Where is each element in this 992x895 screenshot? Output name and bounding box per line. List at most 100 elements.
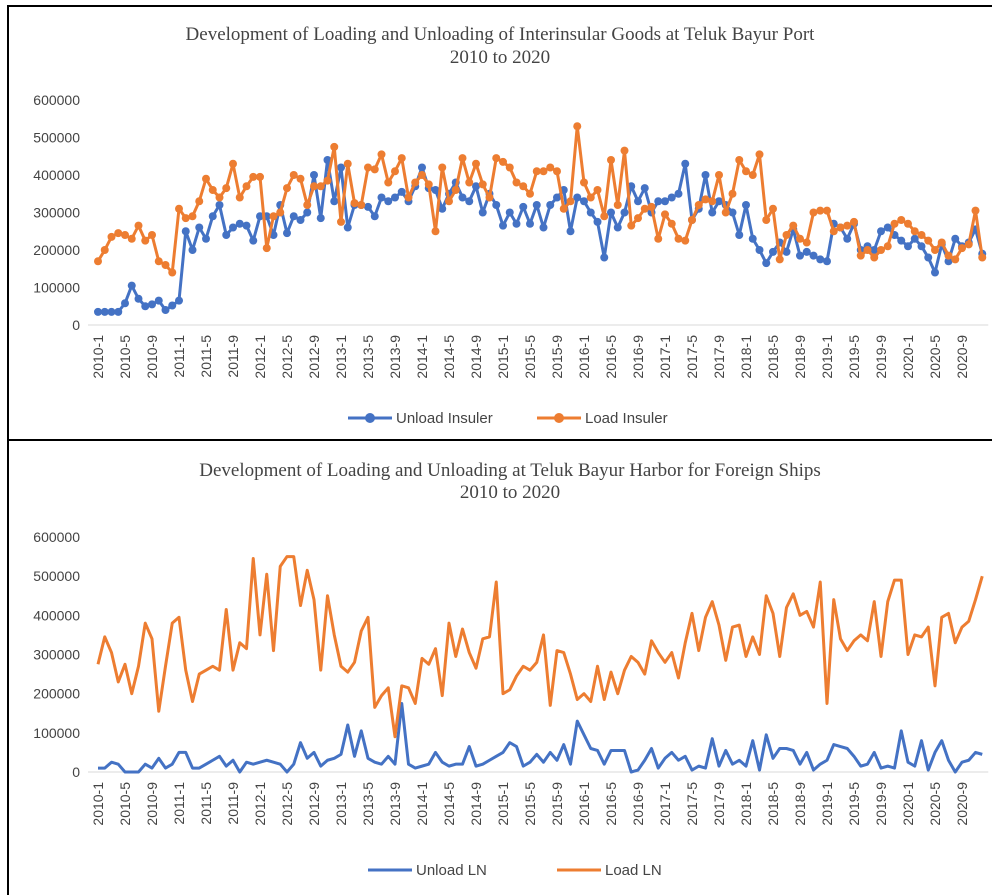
x-tick-label: 2017-9 — [711, 335, 727, 379]
y-tick-label: 100000 — [33, 725, 80, 741]
data-point — [647, 202, 656, 211]
data-point — [937, 238, 946, 247]
data-point — [229, 223, 237, 232]
chart-title: Development of Loading and Unloading at … — [199, 460, 821, 481]
data-point — [701, 171, 710, 179]
data-point — [580, 178, 588, 187]
x-tick-label: 2018-9 — [792, 335, 808, 379]
data-point — [559, 204, 568, 213]
x-tick-label: 2018-1 — [738, 782, 754, 826]
x-tick-label: 2012-1 — [252, 335, 268, 379]
data-point — [343, 223, 352, 232]
x-tick-label: 2018-5 — [765, 335, 781, 379]
data-point — [539, 167, 548, 176]
data-point — [883, 223, 892, 232]
x-tick-label: 2012-9 — [306, 335, 322, 379]
data-point — [276, 208, 285, 217]
data-point — [802, 247, 811, 256]
data-point — [235, 219, 244, 228]
x-tick-label: 2015-5 — [522, 335, 538, 379]
data-point — [546, 201, 555, 209]
x-tick-label: 2016-5 — [603, 782, 619, 826]
x-tick-label: 2014-9 — [468, 335, 484, 379]
data-point — [195, 197, 204, 206]
data-point — [667, 219, 676, 228]
data-point — [235, 193, 244, 202]
data-point — [593, 186, 602, 194]
data-point — [674, 189, 683, 198]
data-point — [539, 223, 548, 232]
x-tick-label: 2018-9 — [792, 782, 808, 826]
data-point — [836, 223, 845, 232]
data-point — [607, 156, 615, 164]
data-point — [323, 156, 332, 164]
data-point — [492, 201, 501, 209]
data-point — [289, 212, 298, 221]
x-tick-label: 2015-9 — [549, 335, 565, 379]
data-point — [499, 157, 507, 166]
x-tick-label: 2013-1 — [333, 335, 349, 379]
data-point — [107, 307, 116, 316]
data-point — [802, 238, 811, 247]
y-tick-label: 500000 — [33, 568, 80, 584]
data-point — [465, 197, 474, 206]
data-point — [397, 154, 406, 163]
data-point — [681, 159, 690, 168]
data-point — [418, 171, 426, 179]
x-tick-label: 2010-1 — [90, 335, 106, 379]
data-point — [640, 184, 649, 193]
x-tick-label: 2012-5 — [279, 335, 295, 379]
data-point — [256, 212, 264, 221]
y-tick-label: 200000 — [33, 686, 80, 702]
data-point — [397, 187, 406, 196]
x-tick-label: 2020-5 — [927, 335, 943, 379]
y-tick-label: 200000 — [33, 242, 80, 258]
data-point — [148, 300, 156, 309]
data-point — [924, 253, 933, 262]
data-point — [370, 165, 379, 174]
data-point — [485, 193, 494, 202]
data-point — [141, 236, 150, 245]
x-tick-label: 2020-5 — [927, 782, 943, 826]
data-point — [748, 234, 757, 243]
data-point — [364, 163, 372, 172]
data-point — [809, 208, 818, 217]
x-tick-label: 2010-9 — [144, 782, 160, 826]
data-point — [134, 294, 143, 303]
data-point — [222, 184, 231, 193]
x-tick-label: 2016-1 — [576, 335, 592, 379]
data-point — [708, 208, 717, 217]
data-point — [512, 178, 521, 187]
data-point — [755, 150, 764, 159]
data-point — [742, 201, 750, 209]
y-tick-label: 600000 — [33, 529, 80, 545]
x-tick-label: 2014-9 — [468, 782, 484, 826]
data-point — [661, 197, 669, 206]
data-point — [377, 193, 386, 202]
data-point — [121, 299, 129, 308]
data-point — [661, 210, 669, 219]
data-point — [600, 212, 609, 221]
chart-subtitle: 2010 to 2020 — [460, 482, 560, 503]
x-tick-label: 2013-5 — [360, 335, 376, 379]
data-point — [357, 201, 366, 209]
data-point — [222, 231, 231, 239]
series-line — [98, 701, 983, 774]
x-tick-label: 2014-5 — [441, 782, 457, 826]
data-point — [917, 231, 926, 239]
x-tick-label: 2015-1 — [495, 335, 511, 379]
data-point — [364, 202, 372, 211]
data-point — [478, 180, 487, 189]
x-tick-label: 2017-9 — [711, 782, 727, 826]
data-point — [816, 255, 825, 264]
x-tick-label: 2020-1 — [900, 782, 916, 826]
data-point — [175, 204, 183, 213]
data-point — [100, 307, 109, 316]
data-point — [971, 206, 980, 215]
x-tick-label: 2017-1 — [657, 782, 673, 826]
data-point — [897, 236, 906, 245]
data-point — [181, 214, 190, 223]
y-tick-label: 500000 — [33, 130, 80, 146]
data-point — [310, 182, 318, 191]
